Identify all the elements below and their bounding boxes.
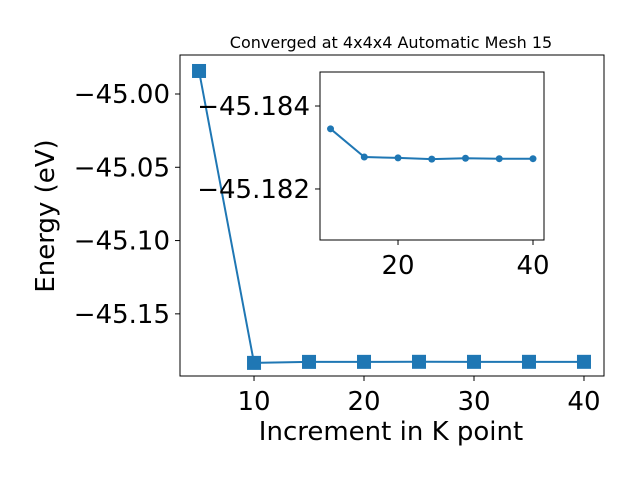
x-tick-label: 10 [237, 387, 270, 417]
marker [428, 155, 436, 163]
marker [529, 155, 537, 163]
y-axis-label: Energy (eV) [31, 139, 61, 292]
data-line [198, 70, 584, 364]
marker [576, 354, 591, 369]
x-tick-label: 40 [567, 387, 600, 417]
x-tick-label: 20 [381, 251, 414, 281]
marker [412, 354, 427, 369]
x-tick-label: 30 [457, 387, 490, 417]
y-tick-label: −45.182 [197, 175, 310, 205]
x-tick-label: 40 [516, 251, 549, 281]
y-tick-label: −45.10 [74, 227, 170, 257]
marker [495, 155, 503, 163]
marker [302, 354, 317, 369]
x-tick-label: 20 [347, 387, 380, 417]
marker [462, 154, 470, 162]
y-tick-label: −45.00 [74, 80, 170, 110]
marker [357, 354, 372, 369]
marker [327, 125, 335, 133]
y-tick-label: −45.15 [74, 300, 170, 330]
chart-title: Converged at 4x4x4 Automatic Mesh 15 [230, 33, 552, 52]
marker [247, 355, 262, 370]
marker [360, 153, 368, 161]
y-tick-label: −45.05 [74, 153, 170, 183]
y-tick-label: −45.184 [197, 92, 310, 122]
marker [394, 154, 402, 162]
marker [192, 63, 207, 78]
marker [466, 354, 481, 369]
x-axis-label: Increment in K point [259, 417, 523, 447]
marker [521, 354, 536, 369]
